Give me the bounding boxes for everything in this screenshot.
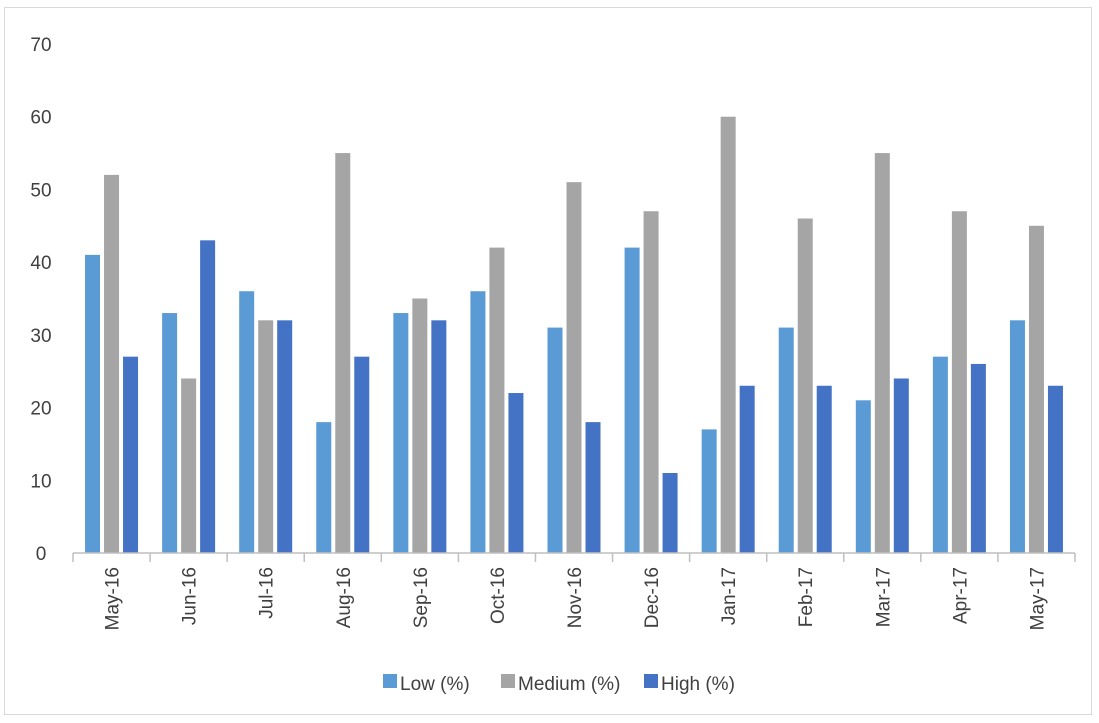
- bar: [566, 182, 582, 553]
- bar: [1047, 385, 1063, 553]
- series-1: [104, 116, 1044, 554]
- bar: [585, 422, 601, 553]
- x-axis: [72, 552, 1076, 562]
- legend-item: Medium (%): [501, 674, 620, 695]
- legend-label: Medium (%): [518, 674, 620, 695]
- bar: [547, 327, 563, 553]
- bar: [393, 313, 409, 553]
- legend-item: Low (%): [383, 674, 470, 695]
- bar: [662, 473, 678, 553]
- x-tick-label: Jan-17: [719, 567, 740, 625]
- bar: [816, 385, 832, 553]
- legend-label: High (%): [661, 674, 735, 695]
- bar: [104, 174, 120, 553]
- bar: [1009, 320, 1025, 553]
- y-tick-label: 30: [30, 326, 51, 347]
- bar: [739, 385, 755, 553]
- y-axis-tick-labels: 0 10 20 30 40 50 60 70: [30, 35, 51, 565]
- y-tick-label: 60: [30, 108, 51, 129]
- bar: [354, 356, 370, 553]
- x-tick-label: Feb-17: [796, 567, 817, 627]
- legend-swatch: [383, 674, 397, 688]
- bar: [951, 211, 967, 553]
- bar: [874, 153, 890, 554]
- bar: [720, 116, 736, 553]
- x-tick-label: Mar-17: [873, 567, 894, 627]
- bar: [508, 393, 524, 553]
- bar: [316, 422, 332, 553]
- bar: [797, 218, 813, 553]
- bar: [489, 247, 505, 553]
- bar: [123, 356, 139, 553]
- bar: [258, 320, 274, 553]
- bar: [624, 247, 640, 553]
- x-axis-tick-labels: May-16 Jun-16 Jul-16 Aug-16 Sep-16 Oct-16 Nov-…: [103, 567, 1049, 630]
- bar: [1028, 225, 1044, 554]
- bar: [277, 320, 293, 553]
- bar: [412, 298, 428, 553]
- x-tick-label: Oct-16: [488, 567, 509, 624]
- x-tick-label: Jul-16: [257, 567, 278, 619]
- y-tick-label: 70: [30, 35, 51, 56]
- y-tick-label: 10: [30, 471, 51, 492]
- legend-item: High (%): [644, 674, 735, 695]
- y-tick-label: 50: [30, 180, 51, 201]
- y-tick-label: 20: [30, 399, 51, 420]
- bar: [643, 211, 659, 553]
- x-tick-label: May-16: [103, 567, 124, 630]
- y-tick-label: 0: [36, 544, 47, 565]
- x-tick-label: Nov-16: [565, 567, 586, 628]
- x-tick-label: Dec-16: [642, 567, 663, 628]
- x-tick-label: May-17: [1027, 567, 1048, 630]
- legend-swatch: [644, 674, 658, 688]
- series-2: [123, 240, 1063, 554]
- x-tick-label: Apr-17: [950, 567, 971, 624]
- legend: Low (%) Medium (%) High (%): [383, 674, 735, 695]
- bar: [701, 429, 717, 553]
- y-tick-label: 40: [30, 253, 51, 274]
- x-tick-label: Sep-16: [411, 567, 432, 628]
- bar: [893, 378, 909, 553]
- x-tick-label: Aug-16: [334, 567, 355, 628]
- legend-swatch: [501, 674, 515, 688]
- bar: [335, 153, 351, 554]
- bar: [239, 291, 255, 553]
- bar: [162, 313, 178, 553]
- bar: [200, 240, 216, 554]
- bar: [470, 291, 486, 553]
- bar: [181, 378, 197, 553]
- bar: [932, 356, 948, 553]
- bar: [970, 363, 986, 553]
- series-0: [85, 247, 1025, 553]
- bar: [855, 400, 871, 553]
- legend-label: Low (%): [400, 674, 470, 695]
- bar: [85, 254, 101, 553]
- bar-series-group: [85, 116, 1063, 554]
- bar: [778, 327, 794, 553]
- x-tick-label: Jun-16: [180, 567, 201, 625]
- bar: [431, 320, 447, 553]
